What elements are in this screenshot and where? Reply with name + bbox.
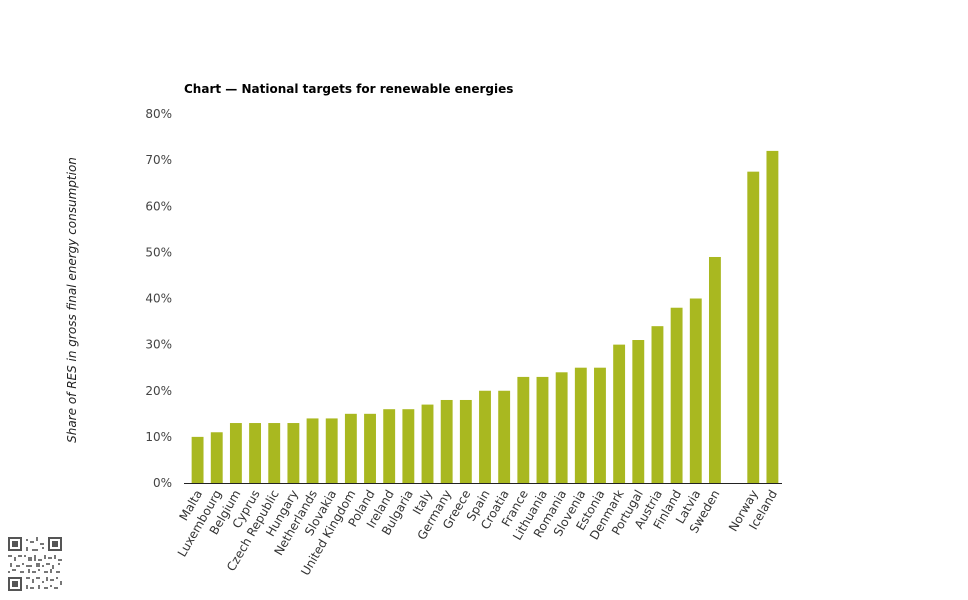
chart-title: Chart — National targets for renewable e… (184, 82, 513, 96)
bar-portugal (632, 340, 645, 483)
bar-netherlands (306, 418, 319, 483)
y-tick-label: 70% (145, 153, 172, 167)
bar-iceland (766, 150, 779, 483)
bar-united-kingdom (344, 413, 357, 483)
bar-norway (747, 171, 760, 483)
bar-ireland (383, 409, 396, 483)
bar-latvia (689, 298, 702, 483)
bar-croatia (498, 390, 511, 483)
bars-group (191, 150, 779, 483)
y-tick-label: 50% (145, 245, 172, 259)
bar-malta (191, 436, 204, 483)
bar-luxembourg (210, 432, 223, 483)
y-axis-label: Share of RES in gross final energy consu… (65, 157, 79, 443)
bar-denmark (613, 344, 626, 483)
bar-finland (670, 307, 683, 483)
y-tick-label: 20% (145, 384, 172, 398)
y-axis-ticks: 0% 10% 20% 30% 40% 50% 60% 70% 80% (145, 107, 172, 490)
y-tick-label: 10% (145, 430, 172, 444)
bar-slovakia (325, 418, 338, 483)
y-tick-label: 80% (145, 107, 172, 121)
bar-romania (555, 372, 568, 483)
qr-code-icon (8, 537, 62, 591)
bar-germany (440, 399, 453, 483)
bar-lithuania (536, 376, 549, 483)
bar-austria (651, 326, 664, 483)
bar-czech-republic (268, 423, 281, 483)
y-tick-label: 60% (145, 199, 172, 213)
bar-estonia (594, 367, 606, 483)
bar-bulgaria (402, 409, 415, 483)
bar-sweden (708, 256, 721, 483)
bar-slovenia (574, 367, 587, 483)
bar-hungary (287, 423, 300, 483)
y-tick-label: 0% (153, 476, 172, 490)
y-tick-label: 30% (145, 338, 172, 352)
bar-france (517, 376, 530, 483)
bar-spain (479, 390, 491, 483)
bar-belgium (229, 423, 242, 483)
bar-italy (421, 404, 434, 483)
bar-cyprus (249, 423, 262, 483)
y-tick-label: 40% (145, 292, 172, 306)
bar-poland (364, 413, 376, 483)
bar-greece (459, 399, 472, 483)
